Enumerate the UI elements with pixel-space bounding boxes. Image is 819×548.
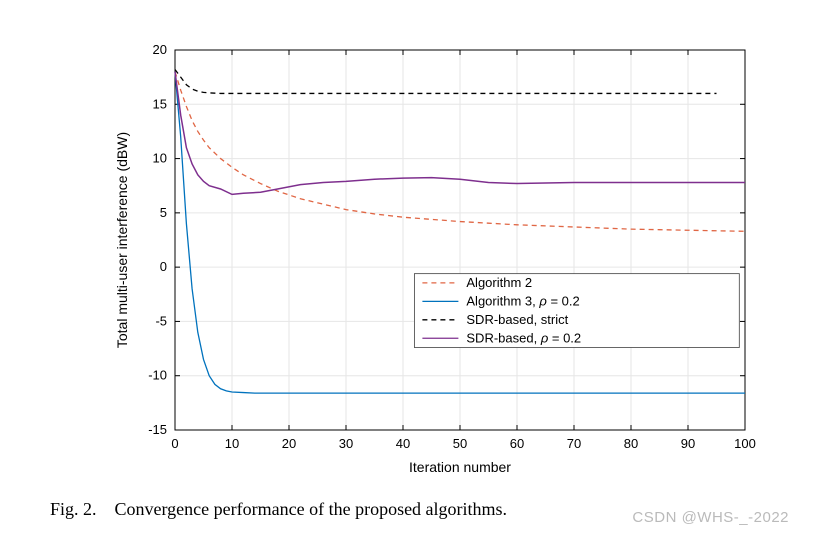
svg-text:0: 0 xyxy=(171,436,178,451)
svg-text:-5: -5 xyxy=(155,313,167,328)
svg-text:30: 30 xyxy=(339,436,353,451)
chart-container: 0 10 20 30 40 50 60 70 80 90 100 -15 -10 -5 0 5 10 15 20 It… xyxy=(0,0,819,548)
svg-text:0: 0 xyxy=(160,259,167,274)
svg-text:90: 90 xyxy=(681,436,695,451)
legend-label: SDR-based, ρ = 0.2 xyxy=(466,330,581,345)
convergence-chart: 0 10 20 30 40 50 60 70 80 90 100 -15 -10 -5 0 5 10 15 20 It… xyxy=(0,0,819,548)
svg-text:20: 20 xyxy=(153,42,167,57)
svg-text:60: 60 xyxy=(510,436,524,451)
svg-text:20: 20 xyxy=(282,436,296,451)
legend-label: SDR-based, strict xyxy=(466,312,568,327)
svg-text:70: 70 xyxy=(567,436,581,451)
legend-label: Algorithm 2 xyxy=(466,275,532,290)
svg-text:Iteration number: Iteration number xyxy=(409,459,511,475)
legend-label: Algorithm 3, ρ = 0.2 xyxy=(466,293,579,308)
svg-text:Total multi-user interference: Total multi-user interference (dBW) xyxy=(114,132,130,348)
svg-text:5: 5 xyxy=(160,205,167,220)
svg-text:80: 80 xyxy=(624,436,638,451)
figure-caption: Fig. 2. Convergence performance of the p… xyxy=(50,499,507,520)
svg-text:-15: -15 xyxy=(148,422,167,437)
watermark: CSDN @WHS-_-2022 xyxy=(632,509,789,526)
svg-text:50: 50 xyxy=(453,436,467,451)
svg-text:15: 15 xyxy=(153,96,167,111)
svg-text:-10: -10 xyxy=(148,368,167,383)
svg-text:10: 10 xyxy=(153,151,167,166)
svg-text:10: 10 xyxy=(225,436,239,451)
svg-text:40: 40 xyxy=(396,436,410,451)
svg-text:100: 100 xyxy=(734,436,756,451)
